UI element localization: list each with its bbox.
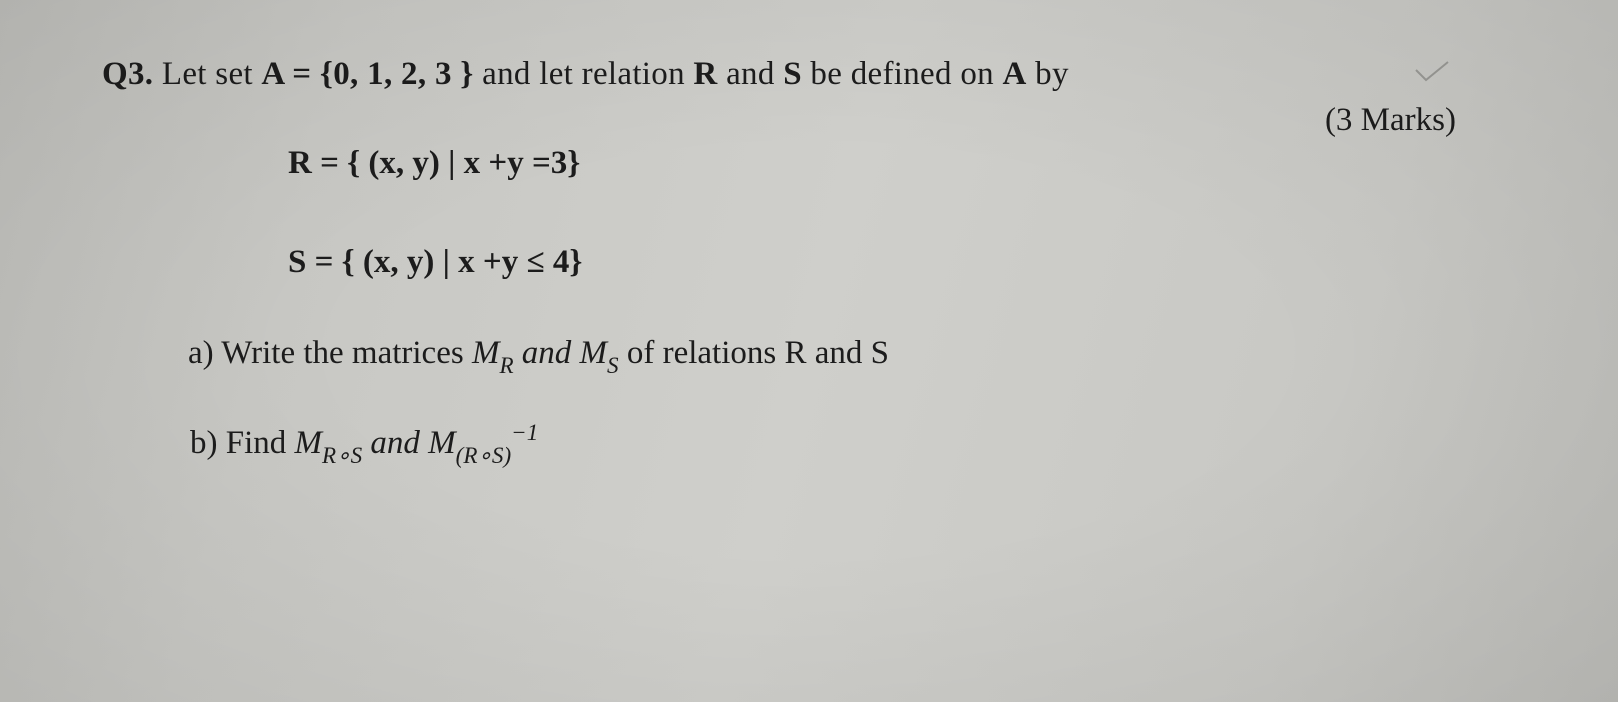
part-a-label: a) (188, 335, 214, 371)
part-b: b) Find MR∘S and M(R∘S)−1 (190, 420, 538, 467)
exam-page: Q3. Let set A = {0, 1, 2, 3 } and let re… (0, 0, 1618, 702)
relation-R-name: R (693, 56, 717, 92)
question-line: Q3. Let set A = {0, 1, 2, 3 } and let re… (102, 56, 1069, 93)
part-a-and-2: and (806, 335, 870, 371)
part-a: a) Write the matrices MR and MS of relat… (188, 335, 889, 377)
q-text-1: Let set (153, 56, 261, 92)
tick-mark-icon (1414, 60, 1450, 84)
part-a-MS-M: M (580, 335, 608, 371)
q-text-by: by (1027, 56, 1069, 92)
part-b-label: b) (190, 425, 218, 461)
part-a-and-1: and (514, 335, 580, 371)
q-text-2: and let relation (474, 56, 694, 92)
definition-S: S = { (x, y) | x +y ≤ 4} (288, 244, 582, 281)
part-b-M1-M: M (295, 425, 323, 461)
part-b-text-1: Find (218, 425, 295, 461)
q-text-and-1: and (718, 56, 784, 92)
set-A-definition: A = {0, 1, 2, 3 } (261, 56, 473, 92)
part-a-MS-sub: S (607, 352, 619, 378)
part-a-MR-M: M (472, 335, 500, 371)
part-b-M2-sub: (R∘S) (456, 442, 512, 468)
part-a-R: R (784, 335, 806, 371)
part-b-M1-sub: R∘S (322, 442, 362, 468)
set-A-name: A (1002, 56, 1026, 92)
q-text-3: be defined on (802, 56, 1003, 92)
part-a-MR-sub: R (499, 352, 513, 378)
part-b-and: and (362, 425, 428, 461)
part-a-S: S (871, 335, 889, 371)
part-b-M2-M: M (428, 425, 456, 461)
question-number: Q3. (102, 56, 153, 92)
part-b-M2-sup: −1 (511, 419, 538, 445)
part-a-text-1: Write the matrices (214, 335, 472, 371)
definition-R: R = { (x, y) | x +y =3} (288, 145, 580, 182)
marks-label: (3 Marks) (1325, 102, 1456, 139)
part-a-text-2: of relations (619, 335, 785, 371)
relation-S-name: S (783, 56, 802, 92)
